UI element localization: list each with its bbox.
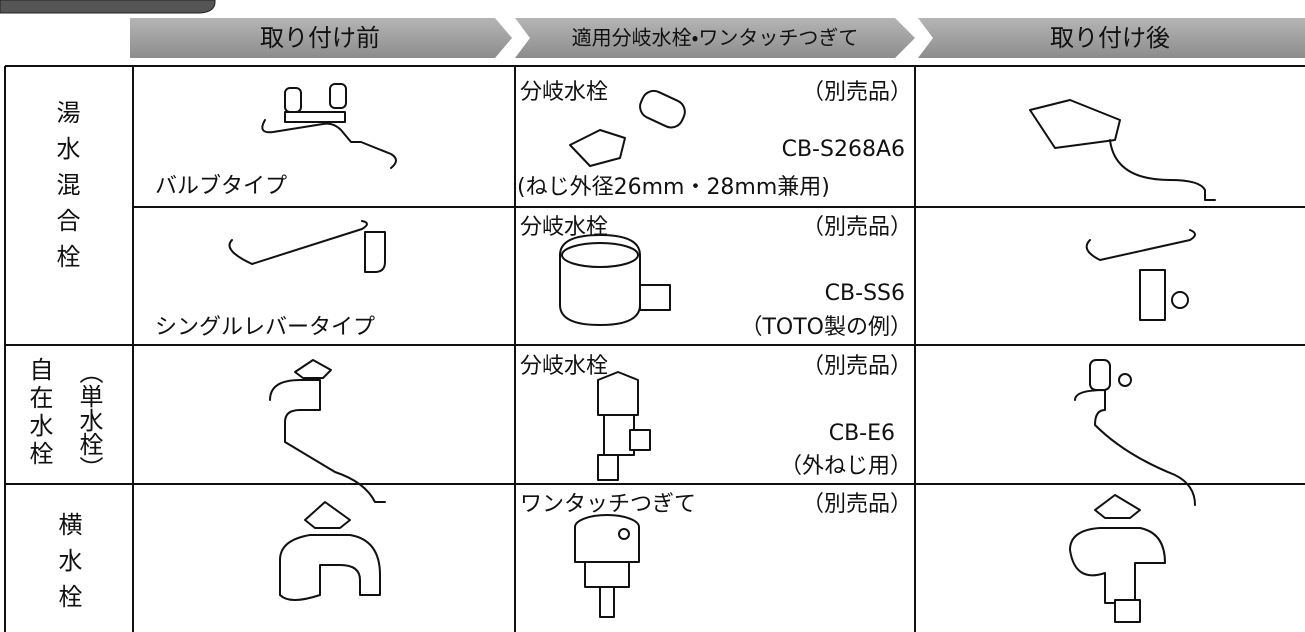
- row-group-label: 自在水栓: [25, 357, 53, 469]
- product-note: （別売品）: [802, 492, 912, 517]
- header-banner: [515, 18, 915, 58]
- model: CB-E6: [829, 421, 895, 446]
- row-group-sublabel: （単水栓）: [75, 360, 103, 480]
- header-banner: [130, 18, 512, 58]
- faucet-type: バルブタイプ: [155, 174, 287, 199]
- top-tab: [0, 0, 216, 14]
- header-label: 取り付け前: [260, 24, 380, 52]
- grid: [4, 65, 1305, 632]
- product-name: 分岐水栓: [520, 354, 608, 379]
- product-name: 分岐水栓: [520, 80, 608, 105]
- header-banner: [918, 18, 1305, 58]
- product-name: ワンタッチつぎて: [520, 492, 696, 517]
- product-note: （別売品）: [802, 80, 912, 105]
- spec: (ねじ外径26mm・28mm兼用): [517, 175, 830, 200]
- faucet-icon: [228, 83, 1216, 623]
- spec: （外ねじ用）: [780, 454, 912, 479]
- product-note: （別売品）: [802, 215, 912, 240]
- model: CB-S268A6: [782, 137, 905, 162]
- faucet-type: シングルレバータイプ: [155, 315, 375, 340]
- header-label: 適用分岐水栓・ワンタッチつぎて: [572, 26, 859, 50]
- product-note: （別売品）: [802, 354, 912, 379]
- row-group-label: 湯水混合栓: [52, 100, 80, 280]
- model: CB-SS6: [825, 281, 905, 306]
- header-label: 取り付け後: [1050, 24, 1170, 52]
- spec: （TOTO製の例）: [740, 315, 912, 340]
- row-group-label: 横水栓: [54, 512, 82, 620]
